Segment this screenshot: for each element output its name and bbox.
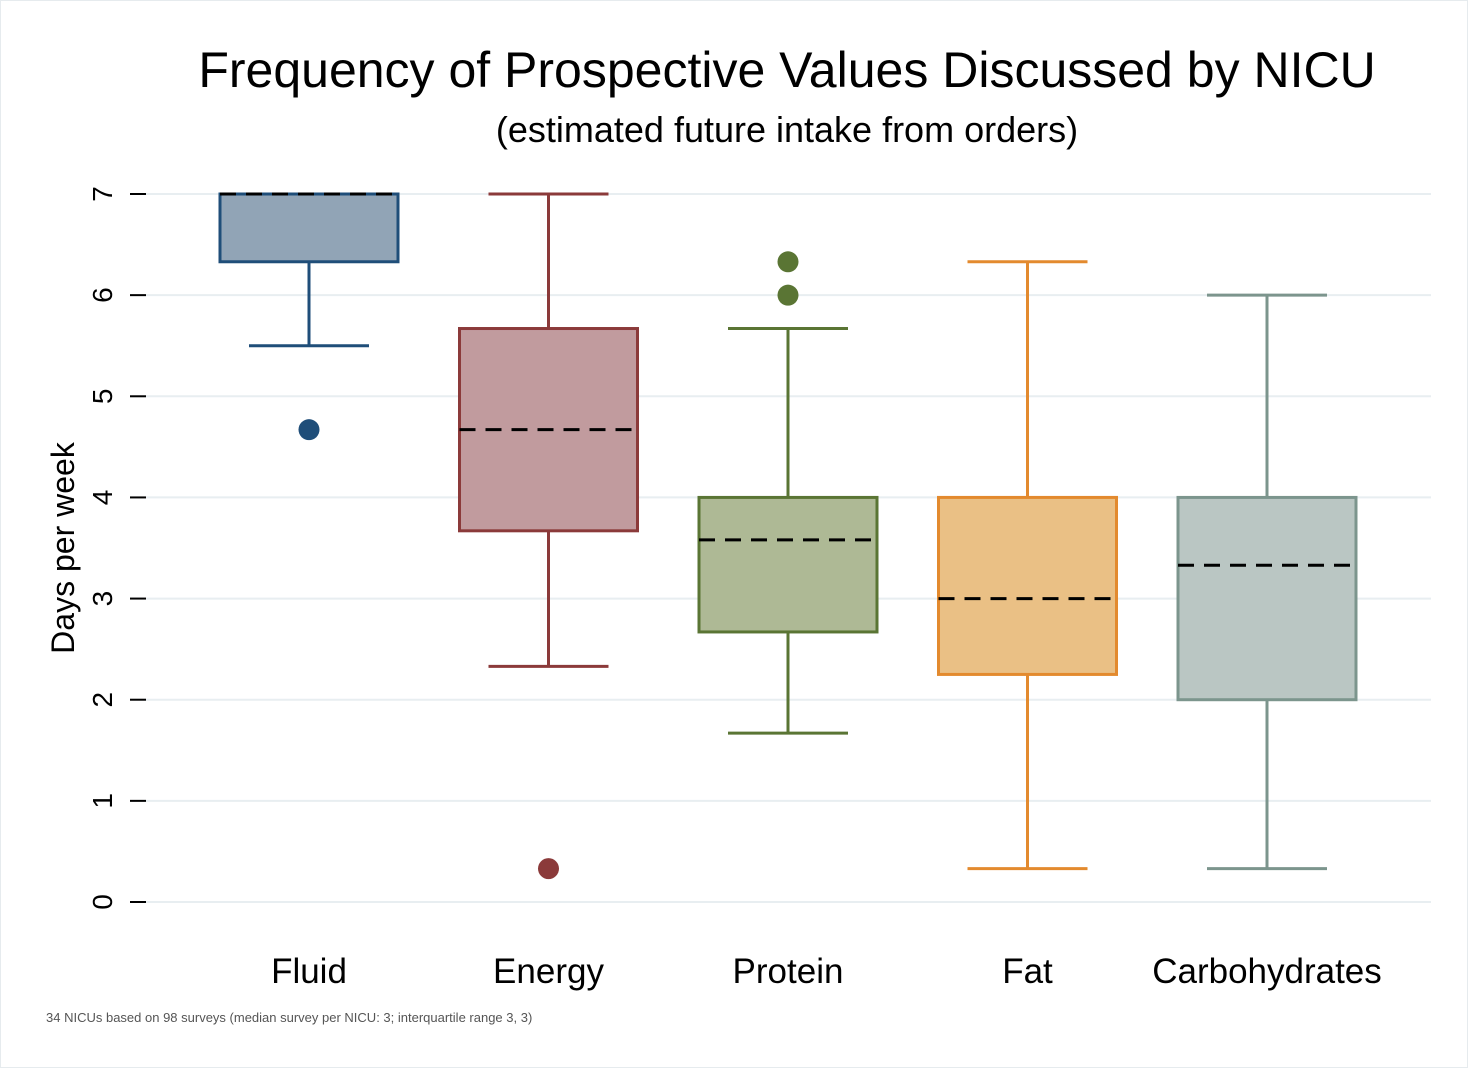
- x-category-label: Carbohydrates: [1152, 952, 1382, 991]
- y-tick-label: 7: [87, 186, 118, 202]
- chart-title: Frequency of Prospective Values Discusse…: [198, 42, 1375, 98]
- y-axis-label: Days per week: [45, 441, 81, 654]
- x-axis: Fluid Energy Protein Fat Carbohydrates: [271, 952, 1382, 991]
- chart-subtitle: (estimated future intake from orders): [496, 109, 1078, 150]
- y-tick-label: 4: [87, 490, 118, 506]
- y-axis: 0 1 2 3 4 5 6 7: [87, 186, 146, 910]
- box-series: [218, 192, 1358, 880]
- y-tick-label: 5: [87, 388, 118, 404]
- x-category-label: Protein: [733, 952, 844, 991]
- box-group-carbohydrates: [1176, 293, 1358, 871]
- x-category-label: Fluid: [271, 952, 347, 991]
- iqr-box: [937, 495, 1118, 676]
- box-group-fat: [937, 260, 1118, 871]
- iqr-box: [218, 192, 400, 264]
- iqr-box: [1176, 495, 1358, 702]
- iqr-box: [697, 495, 879, 634]
- box-group-energy: [458, 192, 639, 880]
- y-tick-label: 0: [87, 894, 118, 910]
- box-group-fluid: [218, 192, 400, 441]
- chart-note: 34 NICUs based on 98 surveys (median sur…: [46, 1010, 532, 1025]
- x-category-label: Energy: [493, 952, 604, 991]
- outlier-point: [777, 284, 799, 306]
- outlier-point: [777, 251, 799, 273]
- x-category-label: Fat: [1002, 952, 1053, 991]
- outlier-point: [298, 419, 320, 441]
- y-tick-label: 6: [87, 287, 118, 303]
- y-tick-label: 1: [87, 793, 118, 809]
- y-tick-label: 2: [87, 692, 118, 708]
- outlier-point: [538, 858, 559, 880]
- y-tick-label: 3: [87, 591, 118, 607]
- box-group-protein: [697, 251, 879, 735]
